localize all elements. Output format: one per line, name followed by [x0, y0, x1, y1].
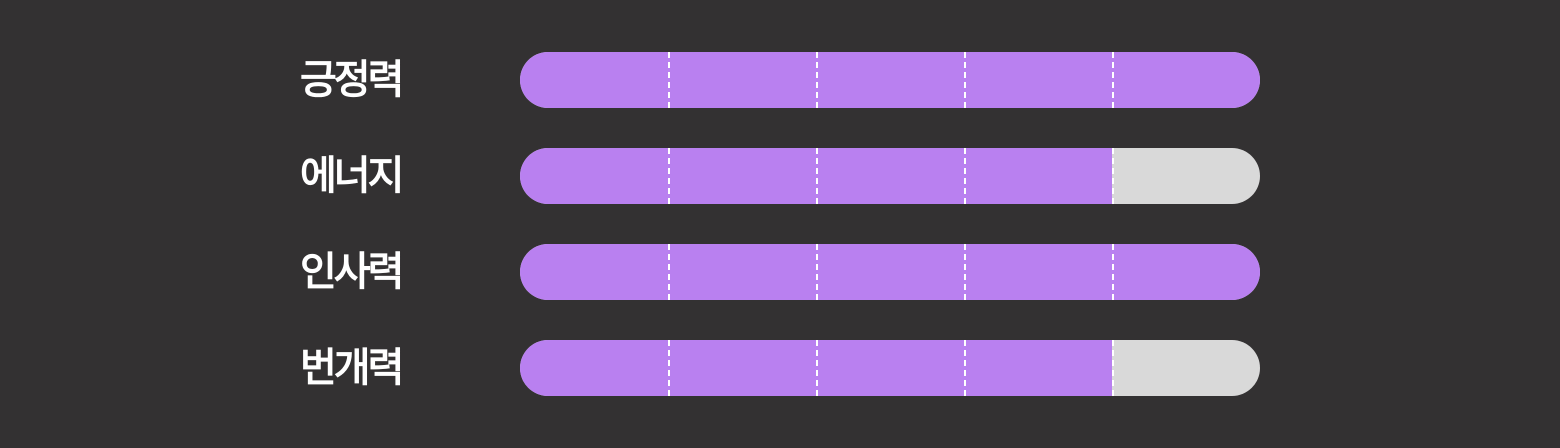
segment-divider: [1112, 148, 1114, 204]
segment-divider: [668, 52, 670, 108]
stat-row-energy: 에너지: [0, 148, 1560, 204]
stat-bar: [520, 244, 1260, 300]
stat-fill: [520, 244, 1260, 300]
stat-label: 인사력: [300, 249, 404, 295]
stat-label: 긍정력: [300, 57, 404, 103]
segment-divider: [1112, 340, 1114, 396]
segment-divider: [964, 148, 966, 204]
segment-divider: [668, 340, 670, 396]
stat-bar: [520, 340, 1260, 396]
stat-label: 에너지: [300, 153, 404, 199]
stat-row-greeting: 인사력: [0, 244, 1560, 300]
segment-divider: [816, 148, 818, 204]
segment-divider: [816, 340, 818, 396]
segment-divider: [1112, 52, 1114, 108]
stat-bar: [520, 52, 1260, 108]
segment-divider: [816, 52, 818, 108]
stat-row-positivity: 긍정력: [0, 52, 1560, 108]
segment-divider: [668, 148, 670, 204]
segment-divider: [668, 244, 670, 300]
segment-divider: [964, 52, 966, 108]
segment-divider: [964, 244, 966, 300]
segment-divider: [964, 340, 966, 396]
segment-divider: [1112, 244, 1114, 300]
segment-divider: [816, 244, 818, 300]
stat-fill: [520, 52, 1260, 108]
stat-row-lightning: 번개력: [0, 340, 1560, 396]
stat-label: 번개력: [300, 345, 404, 391]
stat-bar: [520, 148, 1260, 204]
